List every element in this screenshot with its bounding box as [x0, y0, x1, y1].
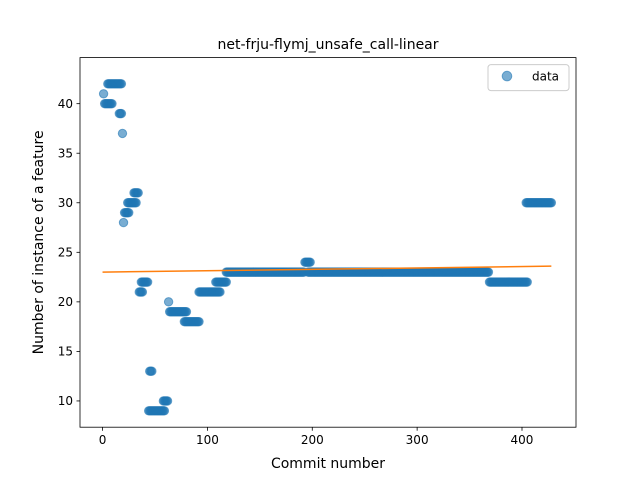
x-axis-ticks: 0 100 200 300 400: [99, 427, 534, 447]
data-point: [131, 198, 141, 208]
legend: data: [487, 64, 570, 92]
data-point: [546, 198, 557, 208]
points-layer: [98, 79, 557, 416]
data-point: [147, 366, 157, 376]
plot-area: [80, 57, 576, 428]
y-tick-label: 40: [58, 97, 73, 111]
y-tick-label: 25: [58, 246, 73, 260]
x-tick-label: 0: [99, 433, 107, 447]
data-point: [118, 217, 129, 228]
y-axis-ticks: 10 15 20 25 30 35 40: [58, 97, 80, 408]
data-point: [117, 128, 128, 139]
data-point: [137, 287, 148, 297]
data-point: [133, 188, 143, 198]
data-point: [116, 79, 127, 89]
legend-label-data: data: [532, 69, 559, 83]
data-point: [163, 297, 174, 307]
data-point: [522, 277, 532, 287]
data-point: [181, 307, 192, 317]
x-axis-label: Commit number: [271, 456, 385, 472]
data-point: [194, 316, 204, 327]
data-point: [142, 277, 153, 287]
x-tick-label: 400: [511, 433, 534, 447]
y-tick-label: 20: [58, 295, 73, 309]
data-point: [159, 406, 170, 416]
data-point: [162, 396, 173, 406]
fit-top-layer: [102, 265, 552, 273]
x-tick-label: 200: [301, 433, 324, 447]
data-point: [215, 287, 225, 297]
y-axis-label: Number of instance of a feature: [31, 130, 47, 354]
data-point: [221, 277, 231, 287]
plot-frame: [79, 57, 577, 428]
data-point: [124, 207, 134, 218]
x-tick-label: 300: [406, 433, 429, 447]
legend-marker: [501, 70, 513, 82]
data-point: [483, 267, 494, 277]
fit-line: [102, 265, 552, 273]
y-tick-label: 10: [58, 394, 73, 408]
y-tick-label: 15: [58, 345, 73, 359]
chart-title: net-frju-flymj_unsafe_call-linear: [217, 37, 438, 53]
x-tick-label: 100: [196, 433, 219, 447]
data-point: [98, 89, 109, 99]
data-point: [116, 108, 127, 119]
y-tick-label: 30: [58, 196, 73, 210]
data-point: [107, 98, 117, 109]
data-point: [305, 257, 315, 267]
y-tick-label: 35: [58, 147, 73, 161]
